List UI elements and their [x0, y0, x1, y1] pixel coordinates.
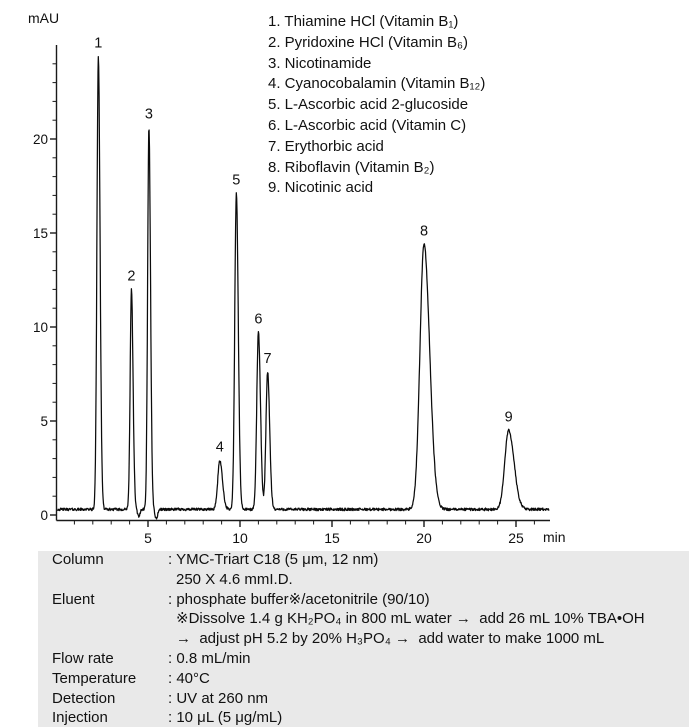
condition-label-flow-rate: Flow rate	[52, 650, 114, 667]
x-tick-label: 10	[232, 530, 248, 546]
peak-label-6: 6	[254, 312, 262, 328]
chromatogram-trace	[57, 55, 550, 520]
legend-item-4: 4. Cyanocobalamin (Vitamin B₁₂)	[268, 75, 486, 93]
conditions-panel: Column : YMC-Triart C18 (5 μm, 12 nm) 250 …	[38, 551, 689, 727]
legend-item-6: 6. L-Ascorbic acid (Vitamin C)	[268, 116, 467, 134]
condition-value-line: : 10 μL (5 μg/mL)	[168, 709, 283, 727]
condition-value-line: : 40°C	[168, 669, 210, 687]
legend-item-3: 3. Nicotinamide	[268, 54, 372, 72]
legend-item-5: 5. L-Ascorbic acid 2-glucoside	[268, 96, 469, 114]
condition-value-line: : phosphate buffer※/acetonitrile (90/10)	[168, 590, 430, 608]
legend-item-9: 9. Nicotinic acid	[268, 179, 374, 197]
peak-label-5: 5	[232, 173, 240, 189]
legend-item-8: 8. Riboflavin (Vitamin B₂)	[268, 158, 435, 176]
chromatogram-chart: 0 5 10 15 20 5 10 15 20 25 1 2 3 4 5 6 7 8 9	[33, 35, 550, 546]
peak-label-8: 8	[420, 223, 428, 239]
x-tick-label: 25	[508, 530, 524, 546]
peak-label-7: 7	[264, 351, 272, 367]
x-tick-label: 15	[324, 530, 340, 546]
condition-value-line: 250 X 4.6 mmI.D.	[176, 570, 293, 588]
y-tick-label: 20	[33, 132, 48, 147]
y-tick-label: 0	[40, 508, 48, 523]
condition-value-line: : UV at 260 nm	[168, 689, 269, 707]
condition-label-column: Column	[52, 551, 104, 568]
peak-label-3: 3	[145, 107, 153, 123]
condition-label-eluent: Eluent	[52, 590, 95, 608]
condition-label-injection: Injection	[52, 709, 108, 727]
y-tick-label: 15	[33, 226, 48, 241]
condition-value-line: → adjust pH 5.2 by 20% H₃PO₄ → add water…	[176, 630, 605, 648]
peak-label-9: 9	[505, 409, 513, 425]
x-axis-unit-label: min	[543, 529, 566, 545]
condition-value-line: : 0.8 mL/min	[168, 650, 251, 667]
y-tick-label: 10	[33, 320, 48, 335]
peak-legend: 1. Thiamine HCl (Vitamin B₁) 2. Pyridoxin…	[268, 12, 485, 199]
legend-item-1: 1. Thiamine HCl (Vitamin B₁)	[268, 13, 459, 30]
x-tick-label: 5	[144, 530, 152, 546]
legend-item-2: 2. Pyridoxine HCl (Vitamin B₆)	[268, 33, 469, 51]
peak-label-1: 1	[94, 35, 102, 51]
peak-label-4: 4	[216, 439, 224, 455]
condition-label-detection: Detection	[52, 689, 116, 707]
condition-value-line: : YMC-Triart C18 (5 μm, 12 nm)	[168, 551, 379, 568]
condition-value-line: ※Dissolve 1.4 g KH₂PO₄ in 800 mL water →…	[176, 610, 645, 628]
legend-item-7: 7. Erythorbic acid	[268, 137, 384, 155]
x-tick-label: 20	[416, 530, 432, 546]
condition-label-temperature: Temperature	[52, 669, 137, 687]
y-axis-unit-label: mAU	[28, 10, 60, 26]
y-tick-label: 5	[40, 414, 48, 429]
peak-label-2: 2	[127, 268, 135, 284]
